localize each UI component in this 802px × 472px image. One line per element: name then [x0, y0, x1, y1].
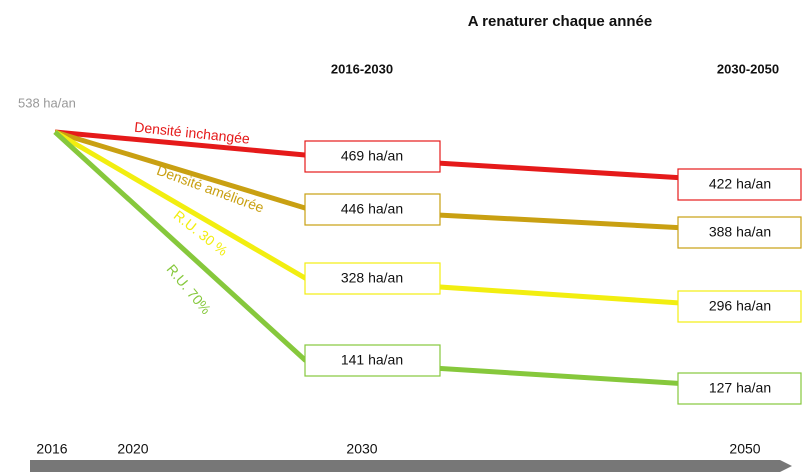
value-box	[677, 372, 802, 405]
value-box	[677, 216, 802, 249]
value-box	[304, 344, 441, 377]
period-header: 2016-2030	[331, 61, 393, 76]
value-box	[304, 262, 441, 295]
value-box	[677, 290, 802, 323]
value-label: 422 ha/an	[709, 176, 771, 192]
timeline-arrow	[30, 460, 792, 472]
value-box	[304, 140, 441, 173]
value-label: 296 ha/an	[709, 298, 771, 314]
start-label: 538 ha/an	[18, 95, 76, 110]
timeline-label: 2030	[346, 441, 377, 457]
timeline-label: 2050	[729, 441, 760, 457]
value-label: 446 ha/an	[341, 201, 403, 217]
title: A renaturer chaque année	[468, 13, 653, 30]
value-label: 141 ha/an	[341, 352, 403, 368]
value-label: 469 ha/an	[341, 148, 403, 164]
timeline-label: 2020	[117, 441, 148, 457]
value-box	[677, 168, 802, 201]
timeline-label: 2016	[36, 441, 67, 457]
period-header: 2030-2050	[717, 61, 779, 76]
value-box	[304, 193, 441, 226]
value-label: 388 ha/an	[709, 224, 771, 240]
value-label: 127 ha/an	[709, 380, 771, 396]
value-label: 328 ha/an	[341, 270, 403, 286]
